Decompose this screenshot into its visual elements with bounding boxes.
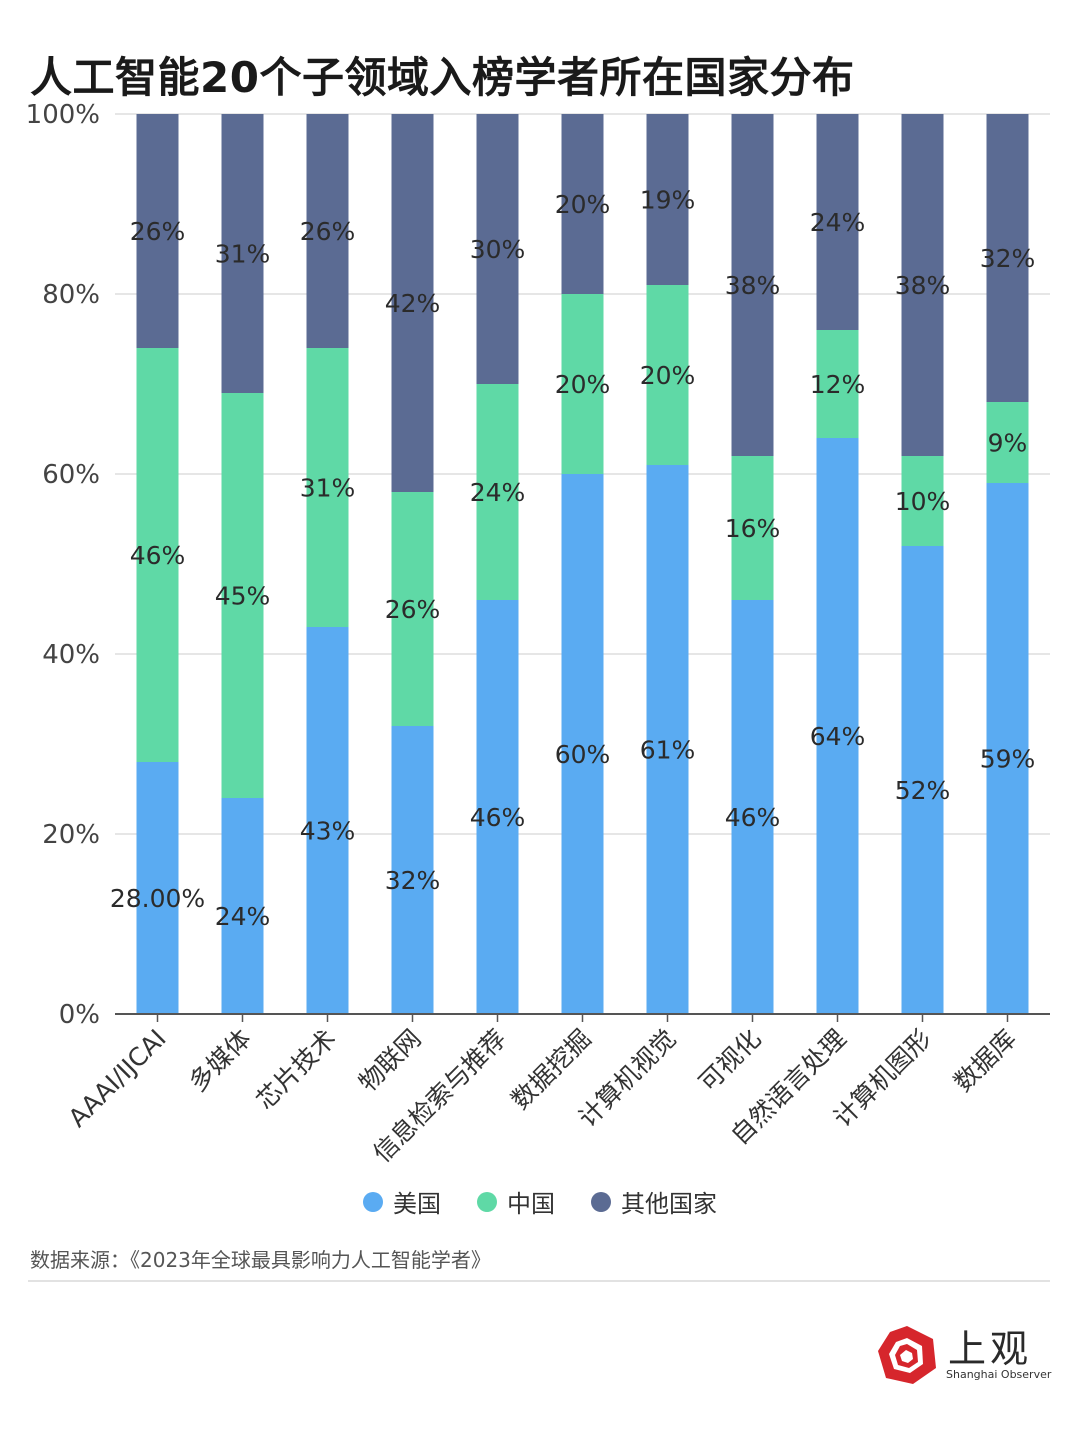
data-labels: 28.00% 46% 26% 24% 45% 31% 43% 31% 26% 32% 26% 42% 4…	[110, 186, 1035, 932]
bar-china-9	[901, 456, 944, 546]
legend-item-other: 其他国家	[591, 1184, 717, 1219]
x-category-label-7: 可视化	[693, 1024, 767, 1098]
bar-us-8	[816, 438, 859, 1014]
data-label-china-10: 9%	[988, 429, 1028, 458]
bar-china-2	[306, 348, 349, 627]
data-label-other-3: 42%	[385, 289, 441, 318]
bar-china-8	[816, 330, 859, 438]
brand-logo: 上观 Shanghai Observer	[876, 1322, 1056, 1388]
bar-other-3	[391, 114, 434, 492]
legend-label-us: 美国	[393, 1190, 441, 1218]
data-label-other-4: 30%	[470, 235, 526, 264]
chart-title: 人工智能20个子领域入榜学者所在国家分布	[30, 53, 855, 102]
x-category-label-3: 物联网	[353, 1024, 427, 1098]
bar-us-2	[306, 627, 349, 1014]
bar-us-6	[646, 465, 689, 1014]
data-label-us-2: 43%	[300, 817, 356, 846]
x-category-label-10: 数据库	[948, 1024, 1022, 1098]
data-label-us-10: 59%	[980, 745, 1036, 774]
data-label-us-8: 64%	[810, 722, 866, 751]
bar-other-8	[816, 114, 859, 330]
data-label-china-2: 31%	[300, 474, 356, 503]
bar-china-5	[561, 294, 604, 474]
bar-other-2	[306, 114, 349, 348]
data-label-china-4: 24%	[470, 478, 526, 507]
bar-us-5	[561, 474, 604, 1014]
data-label-us-7: 46%	[725, 803, 781, 832]
logo-english-text: Shanghai Observer	[946, 1368, 1052, 1381]
data-label-china-5: 20%	[555, 370, 611, 399]
bar-other-4	[476, 114, 519, 384]
data-label-china-0: 46%	[130, 541, 186, 570]
bar-us-3	[391, 726, 434, 1014]
bar-other-1	[221, 114, 264, 393]
data-label-other-6: 19%	[640, 186, 696, 215]
bar-us-7	[731, 600, 774, 1014]
logo-chinese-text: 上观	[948, 1327, 1033, 1371]
bar-other-9	[901, 114, 944, 456]
legend: 美国 中国 其他国家	[0, 1184, 1080, 1219]
y-tick-label: 40%	[42, 640, 100, 670]
data-label-china-6: 20%	[640, 361, 696, 390]
bars	[136, 114, 1029, 1014]
data-label-us-0: 28.00%	[110, 884, 205, 913]
legend-swatch-china	[477, 1191, 497, 1212]
bar-china-0	[136, 348, 179, 762]
bar-china-7	[731, 456, 774, 600]
bar-china-1	[221, 393, 264, 798]
data-label-us-5: 60%	[555, 740, 611, 769]
data-label-china-8: 12%	[810, 370, 866, 399]
bar-us-4	[476, 600, 519, 1014]
bar-other-0	[136, 114, 179, 348]
data-label-us-9: 52%	[895, 776, 951, 805]
data-label-other-8: 24%	[810, 208, 866, 237]
bar-china-3	[391, 492, 434, 726]
data-label-other-10: 32%	[980, 244, 1036, 273]
data-label-other-2: 26%	[300, 217, 356, 246]
y-tick-label: 100%	[26, 100, 100, 130]
shanghai-observer-logo-icon	[878, 1326, 936, 1384]
y-tick-label: 20%	[42, 820, 100, 850]
data-label-other-0: 26%	[130, 217, 186, 246]
legend-item-us: 美国	[363, 1184, 441, 1219]
data-label-us-3: 32%	[385, 866, 441, 895]
bar-china-4	[476, 384, 519, 600]
y-tick-label: 80%	[42, 280, 100, 310]
footer-divider	[28, 1280, 1050, 1282]
data-label-us-1: 24%	[215, 902, 271, 931]
bar-china-10	[986, 402, 1029, 483]
bar-china-6	[646, 285, 689, 465]
source-note: 数据来源：《2023年全球最具影响力人工智能学者》	[30, 1248, 491, 1272]
y-tick-label: 60%	[42, 460, 100, 490]
data-label-other-1: 31%	[215, 240, 271, 269]
legend-item-china: 中国	[477, 1184, 555, 1219]
data-label-other-5: 20%	[555, 190, 611, 219]
bar-other-6	[646, 114, 689, 285]
data-label-china-3: 26%	[385, 595, 441, 624]
x-category-label-1: 多媒体	[183, 1024, 257, 1098]
data-label-china-1: 45%	[215, 582, 271, 611]
y-tick-label: 0%	[59, 1000, 100, 1030]
legend-label-other: 其他国家	[621, 1190, 717, 1218]
bar-us-1	[221, 798, 264, 1014]
bar-us-10	[986, 483, 1029, 1014]
legend-swatch-us	[363, 1191, 383, 1212]
bar-us-0	[136, 762, 179, 1014]
x-category-label-0: AAAI/IJCAI	[63, 1024, 172, 1133]
legend-label-china: 中国	[507, 1190, 555, 1218]
bar-us-9	[901, 546, 944, 1014]
x-category-label-2: 芯片技术	[251, 1024, 342, 1115]
data-label-other-7: 38%	[725, 271, 781, 300]
data-label-other-9: 38%	[895, 271, 951, 300]
data-label-china-7: 16%	[725, 514, 781, 543]
data-label-us-6: 61%	[640, 736, 696, 765]
bar-other-7	[731, 114, 774, 456]
legend-swatch-other	[591, 1191, 611, 1212]
bar-other-10	[986, 114, 1029, 402]
data-label-china-9: 10%	[895, 487, 951, 516]
bar-other-5	[561, 114, 604, 294]
stacked-bar-chart: 28.00% 46% 26% 24% 45% 31% 43% 31% 26% 32% 26% 42% 4…	[26, 100, 1050, 1168]
data-label-us-4: 46%	[470, 803, 526, 832]
